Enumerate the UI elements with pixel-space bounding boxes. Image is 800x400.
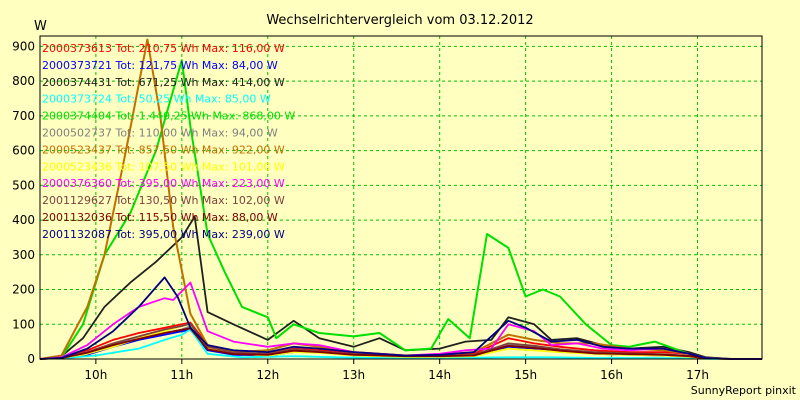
- series-line-2001132036: [39, 327, 762, 360]
- legend: 2000373613 Tot: 210,75 Wh Max: 116,00 W 2…: [42, 42, 295, 241]
- series-lines: [39, 38, 762, 360]
- y-tick-label: 300: [12, 248, 35, 262]
- legend-entry-2000376360: 2000376360 Tot: 395,00 Wh Max: 223,00 W: [42, 177, 285, 190]
- y-tick-label: 500: [12, 178, 35, 192]
- y-axis-unit: W: [34, 19, 47, 34]
- plot-frame: [39, 35, 763, 360]
- legend-entry-2000373721: 2000373721 Tot: 121,75 Wh Max: 84,00 W: [42, 59, 278, 72]
- legend-entry-2000374404: 2000374404 Tot: 1.440,25 Wh Max: 868,00 …: [42, 110, 295, 123]
- y-tick-label: 400: [12, 213, 35, 227]
- legend-entry-2001132036: 2001132036 Tot: 115,50 Wh Max: 88,00 W: [42, 211, 278, 224]
- series-line-2001132087: [39, 276, 762, 360]
- y-tick-label: 200: [12, 283, 35, 297]
- x-tick-label: 13h: [342, 368, 365, 382]
- legend-entry-2001129627: 2001129627 Tot: 130,50 Wh Max: 102,00 W: [42, 194, 285, 207]
- legend-entry-2000523437: 2000523437 Tot: 857,50 Wh Max: 922,00 W: [42, 143, 285, 156]
- legend-entry-2001132087: 2001132087 Tot: 395,00 Wh Max: 239,00 W: [42, 228, 285, 241]
- legend-entry-2000374431: 2000374431 Tot: 671,25 Wh Max: 414,00 W: [42, 76, 285, 89]
- x-tick-label: 10h: [84, 368, 107, 382]
- x-tick-label: 15h: [514, 368, 537, 382]
- y-tick-label: 700: [12, 109, 35, 123]
- x-tick-label: 12h: [256, 368, 279, 382]
- series-line-2000374404: [39, 59, 762, 360]
- x-tick-label: 14h: [428, 368, 451, 382]
- axis-ticks: 0 100 200 300 400 500 600 700 800 900 10h 11h 12h 13h…: [12, 39, 709, 382]
- legend-entry-2000502737: 2000502737 Tot: 110,00 Wh Max: 94,00 W: [42, 127, 278, 140]
- chart-title: Wechselrichtervergleich vom 03.12.2012: [266, 13, 533, 28]
- y-tick-label: 0: [27, 352, 35, 366]
- x-tick-label: 17h: [686, 368, 709, 382]
- y-tick-label: 100: [12, 317, 35, 331]
- legend-entry-2000373613: 2000373613 Tot: 210,75 Wh Max: 116,00 W: [42, 42, 285, 55]
- legend-entry-2000373724: 2000373724 Tot: 50,25 Wh Max: 85,00 W: [42, 93, 271, 106]
- y-tick-label: 900: [12, 39, 35, 53]
- series-line-2000373724: [39, 328, 762, 360]
- footer-credit: SunnyReport pinxit: [691, 384, 797, 397]
- grid: [40, 36, 762, 359]
- x-tick-label: 11h: [170, 368, 193, 382]
- legend-entry-2000523436: 2000523436 Tot: 107,50 Wh Max: 101,00 W: [42, 160, 285, 173]
- y-tick-label: 800: [12, 74, 35, 88]
- x-tick-label: 16h: [600, 368, 623, 382]
- y-tick-label: 600: [12, 144, 35, 158]
